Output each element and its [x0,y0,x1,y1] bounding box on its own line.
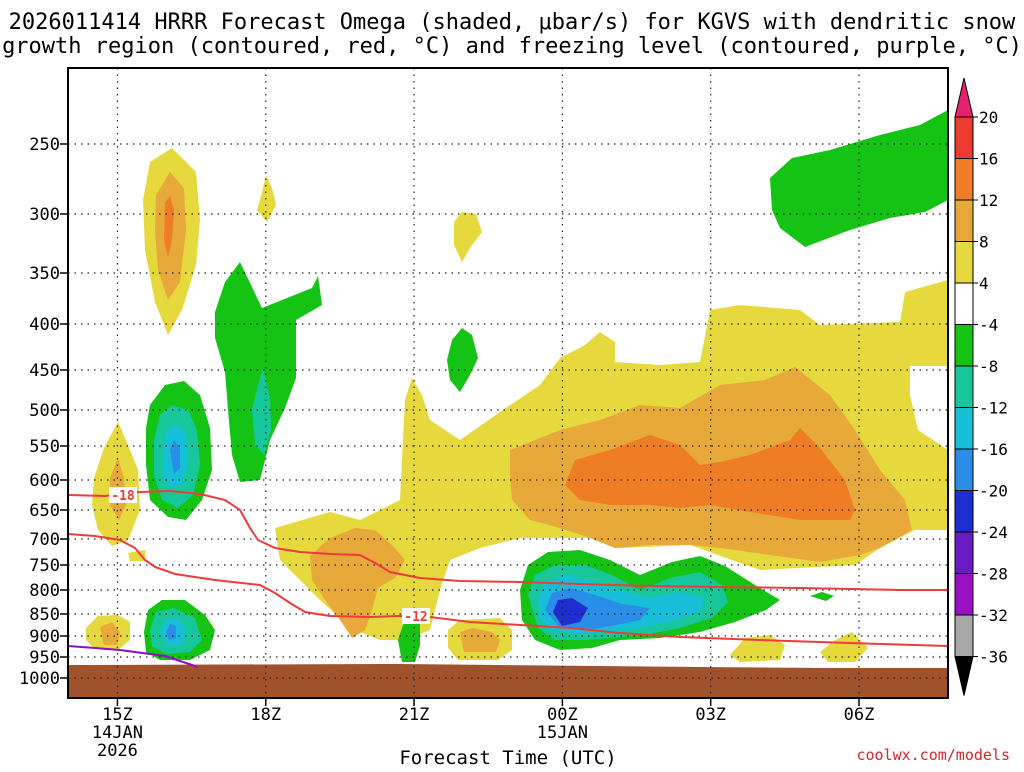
omega-region-orange-b [164,196,174,258]
colorbar-tick-label: -20 [979,482,1008,501]
x-axis-label: Forecast Time (UTC) [399,747,616,768]
colorbar-bottom-arrow [954,656,974,696]
colorbar-box [954,116,974,159]
y-tick-label: 900 [29,627,60,647]
y-tick-label: 800 [29,581,60,601]
colorbar: 20 16 12 8 4 -4 -8 -12 -16 -20 -24 -28 -32 -36 [954,77,1008,696]
y-tick-label: 350 [29,264,60,284]
colorbar-box [954,531,974,574]
x-tick-label: 03Z [695,705,726,725]
colorbar-box [954,282,974,325]
y-tick-label: 300 [29,205,60,225]
colorbar-box [954,407,974,450]
y-tick-label: 550 [29,437,60,457]
colorbar-tick-label: -12 [979,399,1008,418]
colorbar-tick-label: 16 [979,150,998,169]
colorbar-tick-label: 8 [979,233,989,252]
y-tick-label: 500 [29,401,60,421]
colorbar-box [954,448,974,491]
x-tick-label: 21Z [399,705,430,725]
freezing-level-contour [67,645,199,668]
omega-region-green-c [447,328,478,392]
omega-region-yellow-c [257,175,276,222]
omega-region-yellow-d [454,212,482,262]
colorbar-box [954,199,974,242]
x-tick-label: 06Z [844,705,875,725]
y-axis: 2503003504004505005506006507007508008509… [19,135,68,689]
chart-title-line1: 2026011414 HRRR Forecast Omega (shaded, … [9,10,1016,35]
omega-region-gold-e [100,622,120,645]
x-tick-label: 18Z [250,705,281,725]
colorbar-box [954,614,974,657]
dgz-label-bg-minus18 [109,487,137,503]
omega-region-gold-f [460,628,500,652]
omega-region-yellow-i [820,632,868,662]
omega-region-gold-c [310,528,405,638]
y-tick-label: 400 [29,315,60,335]
dgz-contour-labels: -18 -12 [109,487,430,625]
plot-frame [67,67,949,699]
omega-region-blue-c [170,440,180,474]
colorbar-tick-label: -32 [979,606,1008,625]
grid-lines [68,68,948,698]
colorbar-top-arrow [954,77,974,118]
y-tick-label: 850 [29,605,60,625]
dgz-contours [67,489,949,668]
colorbar-tick-label: -16 [979,440,1008,459]
colorbar-box [954,241,974,284]
x-tick-label: 00Z [547,705,578,725]
colorbar-tick-label: 20 [979,108,998,127]
colorbar-tick-label: -24 [979,523,1008,542]
colorbar-tick-label: -36 [979,648,1008,667]
x-tick-date: 14JAN [92,723,143,743]
y-tick-label: 250 [29,135,60,155]
dgz-contour-minus18 [67,489,948,591]
y-tick-label: 950 [29,648,60,668]
dgz-label-minus18: -18 [111,489,135,504]
colorbar-tick-label: 12 [979,191,998,210]
omega-region-orange-main [565,428,855,520]
y-tick-label: 450 [29,361,60,381]
omega-region-yellow-h [730,635,785,662]
dgz-label-minus12: -12 [404,610,427,625]
colorbar-tick-label: -8 [979,357,998,376]
y-tick-label: 750 [29,556,60,576]
colorbar-box [954,158,974,201]
y-tick-label: 1000 [19,669,60,689]
omega-region-green-small [810,592,834,601]
colorbar-box [954,490,974,533]
chart-title-line2: growth region (contoured, red, °C) and f… [2,34,1022,59]
y-tick-label: 600 [29,471,60,491]
ground-layer [68,668,948,698]
x-tick-year: 2026 [97,741,138,761]
y-tick-label: 700 [29,530,60,550]
colorbar-box [954,573,974,616]
ground-top-edge [68,664,948,672]
colorbar-tick-label: -4 [979,316,998,335]
dgz-contour-minus12 [67,533,949,647]
credit-text: coolwx.com/models [856,746,1010,764]
omega-region-green-a [215,262,322,482]
colorbar-tick-label: -28 [979,565,1008,584]
omega-region-green-e [398,615,420,662]
colorbar-box [954,365,974,408]
omega-region-darkblue-core [553,598,588,626]
y-tick-label: 650 [29,501,60,521]
dgz-label-bg-minus12 [402,608,430,624]
colorbar-tick-label: 4 [979,274,989,293]
x-tick-date: 15JAN [537,723,588,743]
colorbar-box [954,324,974,367]
x-tick-label: 15Z [102,705,133,725]
omega-region-yellow-g [128,550,145,561]
